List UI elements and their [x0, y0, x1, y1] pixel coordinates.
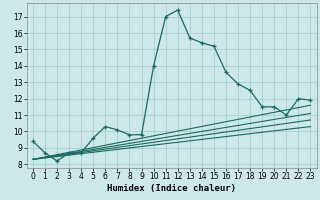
X-axis label: Humidex (Indice chaleur): Humidex (Indice chaleur) — [107, 184, 236, 193]
